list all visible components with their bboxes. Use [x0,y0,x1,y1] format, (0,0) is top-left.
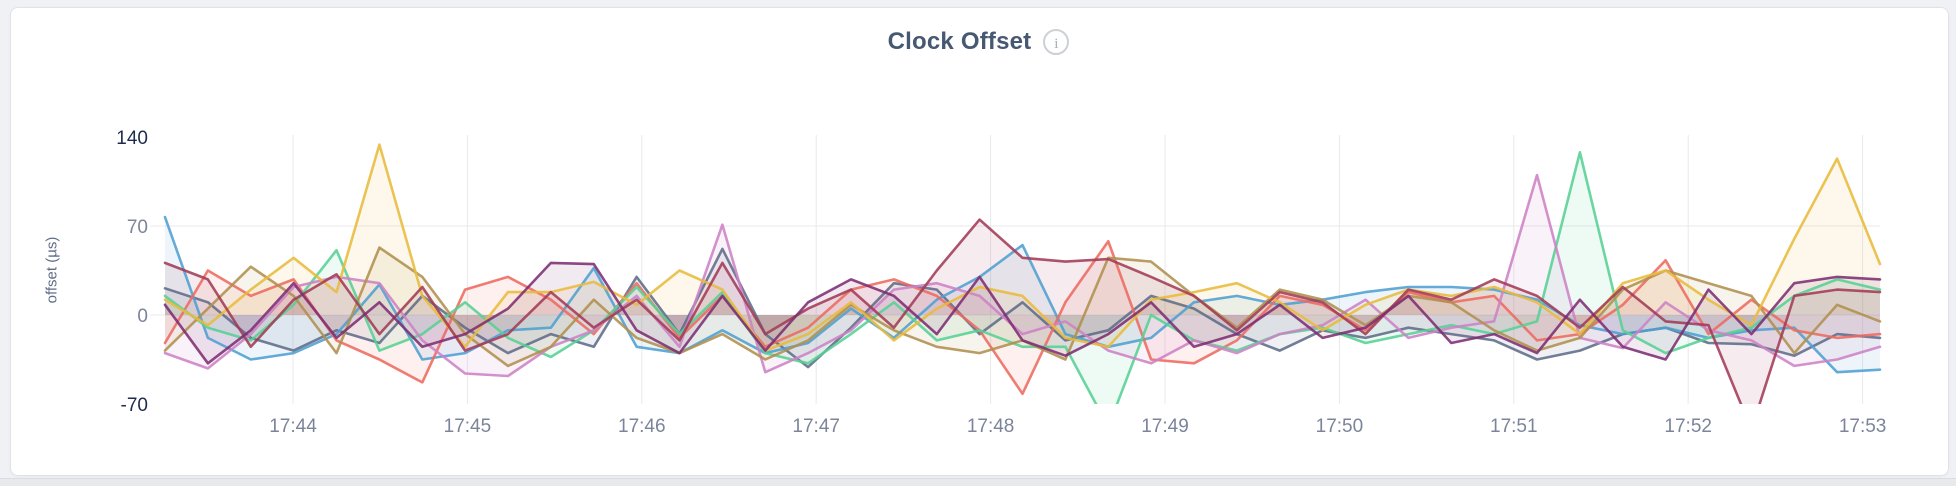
series-area-series-9 [165,262,1880,364]
x-tick-label: 17:51 [1490,416,1538,437]
panel-header: Clock Offset i [10,28,1947,56]
series-line-series-5 [163,173,1882,378]
info-icon[interactable]: i [1043,29,1070,55]
x-tick-label: 17:48 [967,416,1015,437]
series-line-series-2 [163,215,1882,374]
x-tick-label: 17:47 [792,416,840,437]
x-tick-label: 17:49 [1141,416,1189,437]
chart-title: Clock Offset [887,28,1032,55]
y-tick-label: 140 [116,128,148,149]
series-line-series-9 [163,261,1882,365]
x-tick-label: 17:52 [1664,416,1712,437]
series-area-series-8 [165,219,1880,404]
series-line-series-3 [163,240,1882,396]
clock-offset-panel [10,7,1949,476]
x-tick-label: 17:45 [444,416,492,437]
series-area-series-1 [165,248,1880,368]
y-tick-label: -70 [121,395,148,416]
y-tick-label: 70 [127,217,148,238]
x-tick-label: 17:53 [1839,416,1887,437]
page-bottom-strip [0,478,1956,486]
x-tick-label: 17:50 [1316,416,1364,437]
y-tick-label: 0 [137,306,148,327]
x-tick-label: 17:44 [269,416,317,437]
x-tick-label: 17:46 [618,416,666,437]
series-area-series-3 [165,241,1880,394]
